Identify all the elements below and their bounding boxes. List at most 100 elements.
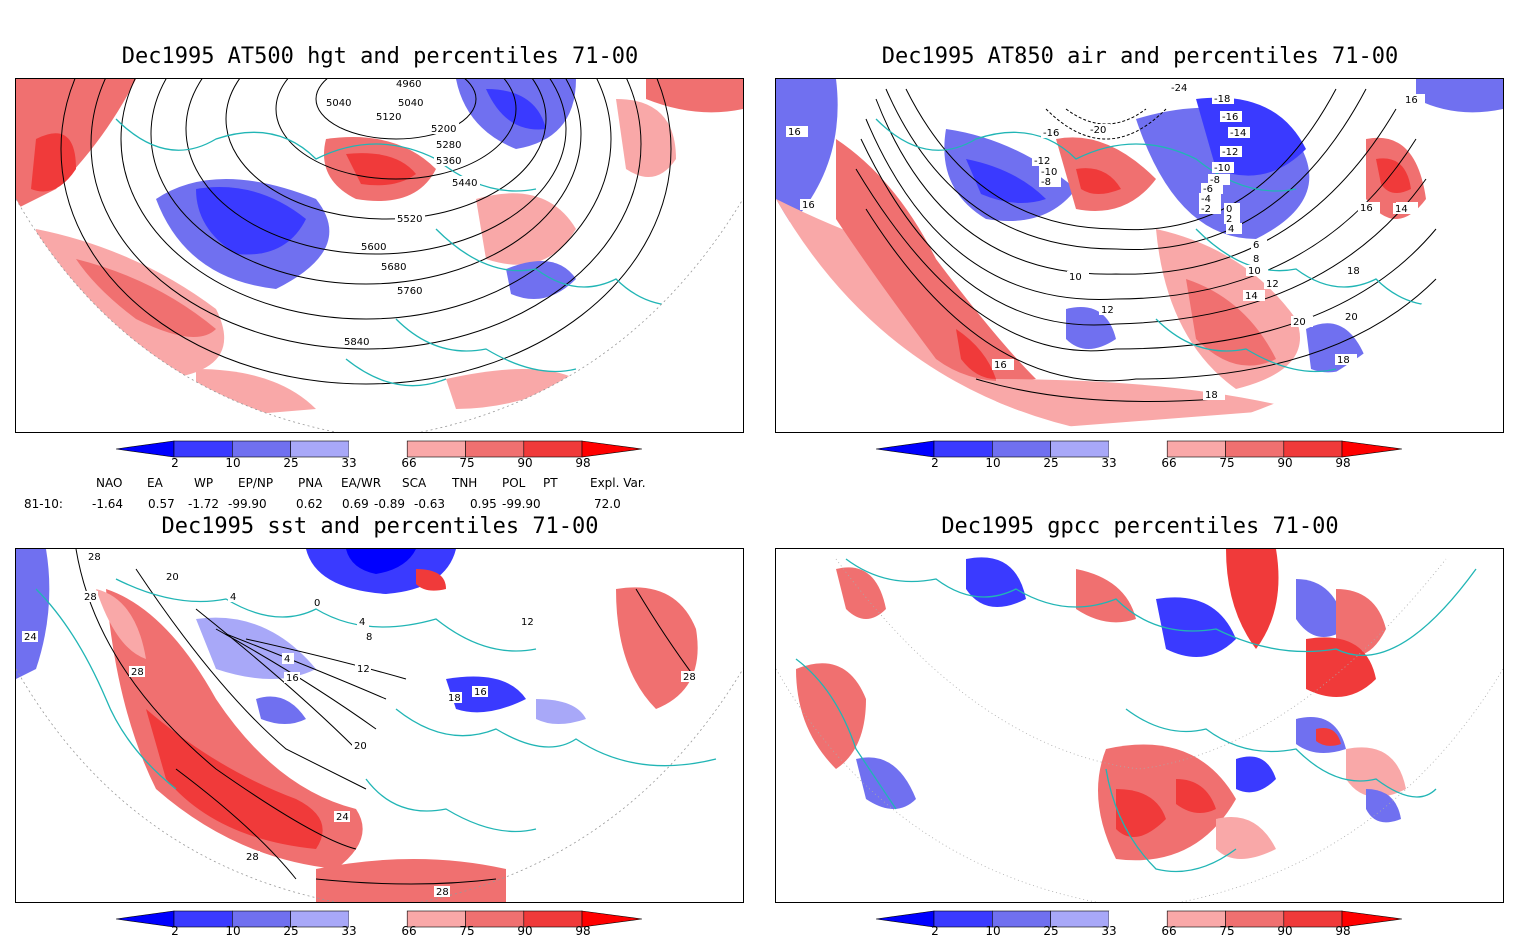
shade-darkred-4 <box>1376 158 1411 193</box>
panel-title-bottom-left: Dec1995 sst and percentiles 71-00 <box>161 514 599 539</box>
map-500hpa-height: 4960 5040 5040 5120 5200 5280 5360 5440 … <box>16 79 743 432</box>
svg-text:5040: 5040 <box>326 98 351 109</box>
contour-labels: -24 -18 -16 -14 -12 -10 -8 -6 -4 -2 0 2 … <box>786 82 1425 401</box>
colorbar-arrow-high <box>581 440 643 458</box>
colorbar-swatch <box>1050 440 1110 458</box>
temperature-contours <box>855 88 1437 402</box>
svg-text:12: 12 <box>357 664 370 675</box>
svg-text:28: 28 <box>683 672 696 683</box>
colorbar-swatch <box>173 440 233 458</box>
shade-blue-5 <box>1416 79 1503 113</box>
svg-text:5120: 5120 <box>376 112 401 123</box>
shade-red-4 <box>316 859 506 902</box>
colorbar-swatch <box>1225 440 1285 458</box>
cbar-label: 98 <box>1335 456 1351 470</box>
svg-text:-12: -12 <box>1222 147 1238 158</box>
svg-text:-14: -14 <box>1230 128 1246 139</box>
svg-text:5760: 5760 <box>397 286 422 297</box>
colorbar-swatches <box>875 910 1403 928</box>
svg-text:24: 24 <box>336 812 349 823</box>
shade-lightblue-2 <box>536 699 586 724</box>
svg-text:16: 16 <box>286 673 299 684</box>
svg-text:-20: -20 <box>1090 125 1106 136</box>
svg-text:16: 16 <box>788 127 801 138</box>
svg-text:28: 28 <box>246 852 259 863</box>
cbar-label: 33 <box>341 456 357 470</box>
colorbar-swatch <box>406 440 466 458</box>
colorbar-swatch <box>173 910 233 928</box>
colorbar-swatches <box>875 440 1403 458</box>
cbar-label: 25 <box>1043 924 1059 938</box>
index-value: 0.57 <box>148 497 175 511</box>
cbar-label: 98 <box>575 456 591 470</box>
colorbar-arrow-low <box>875 910 935 928</box>
cbar-label: 75 <box>1219 456 1235 470</box>
svg-text:0: 0 <box>1226 204 1232 215</box>
svg-text:10: 10 <box>1248 266 1261 277</box>
colorbar-arrow-low <box>115 910 175 928</box>
svg-text:6: 6 <box>1253 240 1259 251</box>
svg-text:4: 4 <box>1228 224 1234 235</box>
cbar-label: 98 <box>575 924 591 938</box>
colorbar-swatch <box>290 910 350 928</box>
svg-text:18: 18 <box>1205 390 1218 401</box>
index-header: EA <box>147 476 163 490</box>
coastlines <box>35 578 717 833</box>
colorbar-arrow-low <box>875 440 935 458</box>
svg-text:-24: -24 <box>1171 83 1187 94</box>
svg-text:12: 12 <box>1266 279 1279 290</box>
svg-text:5280: 5280 <box>436 140 461 151</box>
svg-text:16: 16 <box>802 200 815 211</box>
cbar-label: 75 <box>459 456 475 470</box>
panel-title-top-left: Dec1995 AT500 hgt and percentiles 71-00 <box>121 44 639 69</box>
shade-lightred-5 <box>616 99 676 177</box>
colorbar-arrow-high <box>581 910 643 928</box>
colorbar-arrow-high <box>1341 440 1403 458</box>
shade-lightred-7 <box>446 369 576 409</box>
map-panel-bottom-left: 28 20 28 24 4 0 4 4 8 12 16 20 24 28 28 … <box>15 548 744 903</box>
map-850hpa-air: -24 -18 -16 -14 -12 -10 -8 -6 -4 -2 0 2 … <box>776 79 1503 432</box>
shade-blue <box>776 79 838 229</box>
index-value: 0.69 <box>342 497 369 511</box>
shade-darkblue <box>966 159 1046 203</box>
svg-text:28: 28 <box>84 592 97 603</box>
cbar-label: 10 <box>225 924 241 938</box>
svg-text:14: 14 <box>1245 291 1258 302</box>
colorbar-swatch <box>933 440 993 458</box>
colorbar-arrow-low <box>115 440 175 458</box>
svg-text:5600: 5600 <box>361 242 386 253</box>
map-gpcc <box>776 549 1503 902</box>
index-value: 0.95 <box>470 497 497 511</box>
colorbar-swatches <box>115 440 643 458</box>
colorbar-top-left <box>115 440 643 458</box>
shade-lightred <box>96 589 146 659</box>
svg-text:16: 16 <box>474 687 487 698</box>
map-panel-bottom-right <box>775 548 1504 903</box>
svg-text:16: 16 <box>994 360 1007 371</box>
shade-darkred <box>31 133 76 192</box>
svg-text:28: 28 <box>436 887 449 898</box>
index-header: PT <box>543 476 558 490</box>
shade-red-3 <box>1186 279 1276 366</box>
index-header: PNA <box>298 476 323 490</box>
colorbar-swatch <box>1166 440 1226 458</box>
svg-text:28: 28 <box>131 667 144 678</box>
index-header: TNH <box>452 476 478 490</box>
index-value: -99.90 <box>228 497 267 511</box>
svg-text:-8: -8 <box>1041 177 1051 188</box>
cbar-label: 90 <box>517 924 533 938</box>
shade-lightred-6 <box>196 369 316 419</box>
shade-darkred-3 <box>346 153 416 186</box>
negative-contours <box>1045 108 1167 140</box>
shade-darkred-2 <box>1076 168 1121 194</box>
svg-text:28: 28 <box>88 552 101 563</box>
svg-text:5360: 5360 <box>436 156 461 167</box>
precip-shading <box>796 549 1406 861</box>
cbar-label: 10 <box>225 456 241 470</box>
svg-text:16: 16 <box>1360 203 1373 214</box>
svg-text:4960: 4960 <box>396 79 421 90</box>
cbar-label: 33 <box>341 924 357 938</box>
svg-text:18: 18 <box>1337 355 1350 366</box>
shade-red <box>106 589 363 869</box>
colorbar-swatch <box>992 440 1051 458</box>
